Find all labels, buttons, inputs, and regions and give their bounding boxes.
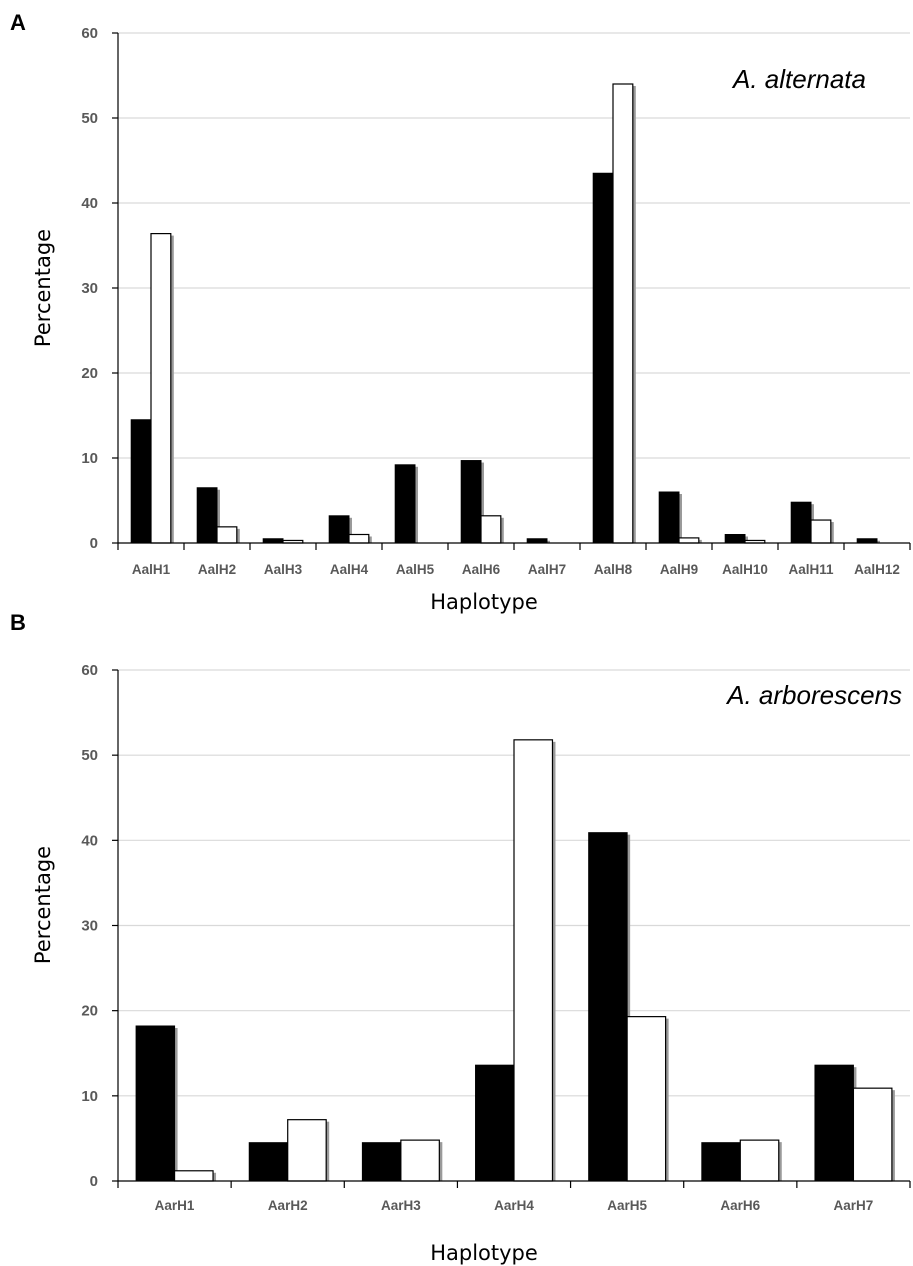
x-tick-label: AalH10 [722, 562, 768, 577]
y-tick-label: 50 [81, 110, 98, 127]
bar-AalH4-series-1 [328, 515, 350, 544]
bar-AalH11-series-1 [790, 501, 812, 544]
y-tick-label: 50 [81, 747, 98, 764]
x-tick-label: AarH6 [720, 1198, 760, 1213]
bar-AarH7-series-1 [814, 1064, 854, 1182]
bar-AalH2-series-1 [196, 487, 218, 544]
x-tick-label: AalH7 [528, 562, 566, 577]
x-tick-label: AalH1 [132, 562, 171, 577]
species-label-b: A. arborescens [725, 680, 902, 710]
x-tick-label: AalH11 [788, 562, 834, 577]
y-axis-title-a: Percentage [31, 229, 55, 347]
bar-AalH4-series-2 [348, 533, 370, 544]
y-tick-label: 40 [81, 195, 98, 212]
bar-AarH1-series-2 [173, 1170, 214, 1182]
bar-AalH6-series-1 [460, 460, 482, 544]
plot-area-a: 0 10 20 30 40 50 60 AalH1 AalH2 AalH3 AalH4 AalH5 Aa… [81, 25, 911, 577]
bar-AalH8-series-1 [592, 172, 614, 544]
x-tick-label: AalH4 [330, 562, 369, 577]
x-tick-label: AalH12 [854, 562, 900, 577]
plot-area-b: 0 10 20 30 40 50 60 AarH1 AarH2 AarH3 AarH4 AarH5 Aa… [81, 662, 911, 1213]
y-tick-label: 0 [90, 535, 98, 552]
x-tick-label: AarH7 [834, 1198, 874, 1213]
bar-AalH8-series-2 [612, 83, 634, 544]
x-tick-label: AarH4 [494, 1198, 534, 1213]
bar-AarH5-series-1 [588, 832, 628, 1182]
bar-AalH5-series-1 [394, 464, 416, 544]
bar-AalH11-series-2 [810, 519, 832, 544]
y-tick-label: 40 [81, 832, 98, 849]
y-tick-label: 20 [81, 1003, 98, 1020]
x-tick-label: AarH5 [607, 1198, 647, 1213]
x-tick-label: AarH1 [155, 1198, 195, 1213]
y-tick-label: 10 [81, 450, 98, 467]
bar-AarH6-series-2 [739, 1139, 780, 1182]
bar-AalH7-series-1 [526, 538, 548, 544]
panel-label-b: B [10, 610, 26, 635]
bar-AarH3-series-2 [400, 1139, 440, 1182]
bar-AarH4-series-2 [513, 739, 554, 1182]
y-tick-label: 10 [81, 1088, 98, 1105]
x-tick-label: AalH9 [660, 562, 698, 577]
bar-AarH2-series-2 [287, 1119, 327, 1182]
bar-AalH9-series-2 [678, 537, 700, 544]
bar-AalH1-series-2 [150, 233, 172, 544]
bar-AalH10-series-1 [724, 534, 746, 544]
bar-AalH9-series-1 [658, 491, 680, 544]
bar-AalH12-series-1 [856, 538, 878, 544]
y-tick-label: 60 [81, 662, 98, 679]
y-tick-label: 30 [81, 280, 98, 297]
bar-AarH1-series-1 [135, 1025, 176, 1182]
x-tick-label: AalH3 [264, 562, 303, 577]
species-label-a: A. alternata [731, 64, 866, 94]
y-axis-title-b: Percentage [31, 846, 55, 964]
x-tick-label: AalH6 [462, 562, 501, 577]
bar-AarH7-series-2 [852, 1087, 893, 1182]
bar-AalH6-series-2 [480, 515, 502, 544]
x-tick-label: AarH2 [268, 1198, 308, 1213]
x-tick-label: AalH2 [198, 562, 236, 577]
bar-AarH4-series-1 [475, 1064, 515, 1182]
bar-AarH5-series-2 [626, 1016, 667, 1182]
x-tick-label: AarH3 [381, 1198, 421, 1213]
bar-AarH3-series-1 [361, 1142, 402, 1182]
bar-AarH2-series-1 [248, 1142, 289, 1182]
y-tick-label: 0 [90, 1173, 98, 1190]
x-tick-label: AalH5 [396, 562, 435, 577]
y-tick-label: 60 [81, 25, 98, 42]
x-axis-title-a: Haplotype [430, 590, 538, 614]
panel-label-a: A [10, 10, 26, 35]
bar-AarH6-series-1 [701, 1142, 741, 1182]
x-tick-label: AalH8 [594, 562, 633, 577]
bar-AalH2-series-2 [216, 526, 238, 544]
y-tick-label: 30 [81, 918, 98, 935]
x-axis-title-b: Haplotype [430, 1241, 538, 1265]
y-tick-label: 20 [81, 365, 98, 382]
bar-AalH1-series-1 [130, 419, 152, 544]
bar-AalH3-series-1 [262, 538, 284, 544]
